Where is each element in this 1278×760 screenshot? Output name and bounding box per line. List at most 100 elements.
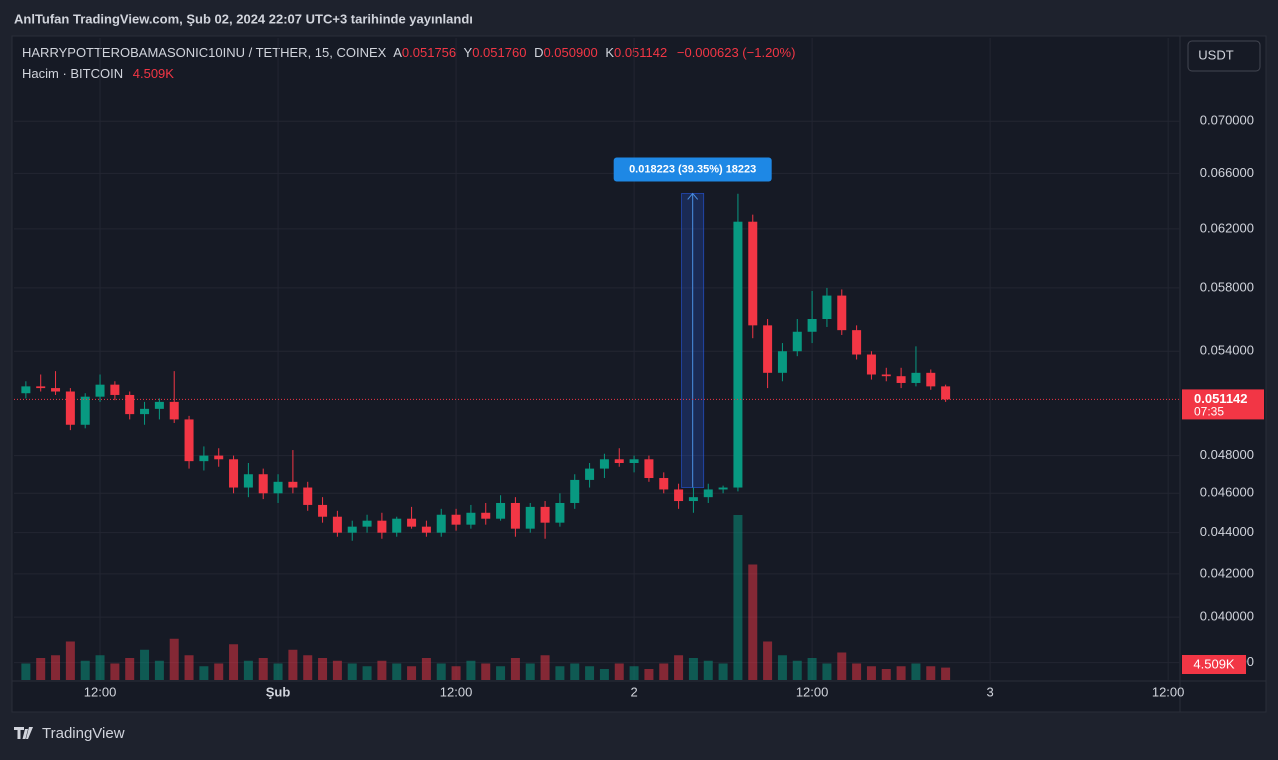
volume-bar xyxy=(866,666,876,680)
candle-body xyxy=(362,520,372,527)
measure-arrowhead xyxy=(687,192,699,200)
volume-bar xyxy=(421,658,431,680)
legend-value: 0.051142 xyxy=(614,45,667,60)
candle-body xyxy=(525,506,535,529)
volume-value: 4.509K xyxy=(133,66,175,81)
candle-body xyxy=(332,516,342,533)
volume-bar xyxy=(674,655,684,680)
volume-bar xyxy=(125,658,135,680)
candle-body xyxy=(318,504,328,517)
candle-body xyxy=(481,512,491,519)
candle-body xyxy=(258,474,268,494)
candle-body xyxy=(110,384,120,395)
candle-body xyxy=(718,487,728,490)
candle-body xyxy=(407,518,417,527)
legend-key: A xyxy=(393,45,402,60)
legend-value: 0.050900 xyxy=(543,45,597,60)
y-tick-label: 0.044000 xyxy=(1200,524,1254,539)
volume-bar xyxy=(807,658,817,680)
currency-button[interactable] xyxy=(1187,40,1261,72)
candle-body xyxy=(273,481,283,494)
volume-bar xyxy=(110,663,120,680)
candle-body xyxy=(288,481,298,488)
candle-body xyxy=(21,386,31,394)
logo-mark xyxy=(14,727,33,739)
price-tag-value: 0.051142 xyxy=(1194,391,1248,406)
x-tick-label: 12:00 xyxy=(1152,684,1185,699)
volume-bar xyxy=(822,663,832,680)
volume-bar xyxy=(184,655,194,680)
y-tick-label: 0.042000 xyxy=(1200,565,1254,580)
candle-body xyxy=(154,401,164,409)
candle-body xyxy=(65,391,75,425)
volume-bar xyxy=(926,666,936,680)
volume-legend: Hacim · BITCOIN 4.509K xyxy=(22,66,174,81)
candle-body xyxy=(881,374,891,377)
volume-bar xyxy=(496,666,506,680)
candle-body xyxy=(866,354,876,375)
volume-bar xyxy=(570,663,580,680)
volume-bar xyxy=(629,666,639,680)
volume-bar xyxy=(288,649,298,680)
candle-body xyxy=(184,419,194,462)
volume-bar xyxy=(95,655,105,680)
x-tick-label: 3 xyxy=(986,684,993,699)
candle-body xyxy=(585,468,595,480)
candle-body xyxy=(941,386,951,400)
volume-bar xyxy=(347,663,357,680)
symbol-legend: HARRYPOTTEROBAMASONIC10INU / TETHER, 15,… xyxy=(22,45,795,60)
candle-body xyxy=(807,319,817,332)
volume-bar xyxy=(763,641,773,680)
candle-body xyxy=(837,295,847,331)
volume-bar xyxy=(199,666,209,680)
volume-bar xyxy=(881,669,891,680)
plot: 12:00Şub12:00212:00312:000.0380000.04000… xyxy=(14,38,1264,699)
volume-bar xyxy=(555,666,565,680)
candle-body xyxy=(852,330,862,355)
candle-body xyxy=(80,396,90,425)
volume-bar xyxy=(258,658,268,680)
symbol: HARRYPOTTEROBAMASONIC10INU / TETHER, 15,… xyxy=(22,45,387,60)
candle-body xyxy=(95,384,105,397)
candle-body xyxy=(763,325,773,373)
published-note: AnlTufan TradingView.com, Şub 02, 2024 2… xyxy=(14,11,473,26)
brand-logo: TradingView xyxy=(14,725,125,742)
candle-body xyxy=(703,489,713,498)
candle-body xyxy=(688,497,698,502)
candle-body xyxy=(466,512,476,525)
candle-body xyxy=(451,514,461,525)
candle-body xyxy=(733,221,743,488)
measure-label-box xyxy=(613,157,772,182)
volume-bar xyxy=(318,658,328,680)
volume-bar xyxy=(510,658,520,680)
legend-key: D xyxy=(534,45,543,60)
volume-bar xyxy=(392,663,402,680)
legend-value: 0.051760 xyxy=(472,45,526,60)
volume-bar xyxy=(718,663,728,680)
volume-bar xyxy=(777,655,787,680)
candle-body xyxy=(214,455,224,460)
candle-body xyxy=(792,331,802,352)
y-tick-label: 0.048000 xyxy=(1200,447,1254,462)
x-tick-label: 12:00 xyxy=(440,684,473,699)
volume-bar xyxy=(36,658,46,680)
legend-value: 0.051756 xyxy=(402,45,456,60)
volume-bar xyxy=(273,663,283,680)
volume-bar xyxy=(614,663,624,680)
y-tick-label: 0.062000 xyxy=(1200,220,1254,235)
measure-label: 0.018223 (39.35%) 18223 xyxy=(629,163,756,175)
volume-bar xyxy=(377,660,387,680)
volume-bar xyxy=(599,669,609,680)
volume-tag xyxy=(1182,655,1246,674)
volume-bar xyxy=(644,669,654,680)
candle-body xyxy=(777,351,787,373)
volume-bar xyxy=(837,652,847,680)
volume-bar xyxy=(941,667,951,680)
currency-label[interactable]: USDT xyxy=(1198,47,1233,62)
y-tick-label: 0.046000 xyxy=(1200,485,1254,500)
y-tick-label: 0.054000 xyxy=(1200,343,1254,358)
volume-bar xyxy=(703,660,713,680)
volume-bar xyxy=(659,663,669,680)
